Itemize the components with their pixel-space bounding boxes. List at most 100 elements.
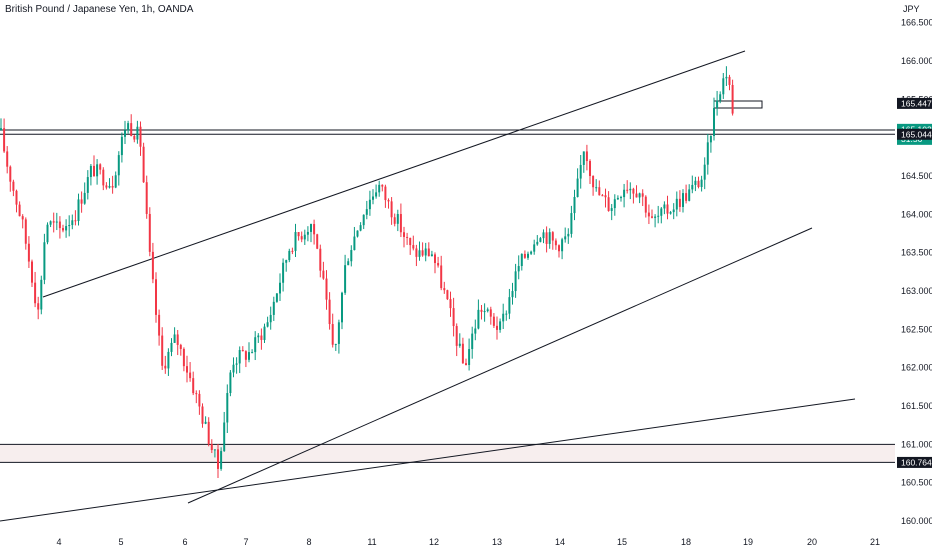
x-tick-label: 8 [306,537,311,547]
candle-body [651,216,653,218]
candle-body [68,225,71,227]
candle-body [709,135,712,143]
candle-body [145,182,148,214]
candle-body [347,261,350,266]
candle-body [130,123,133,137]
candle-body [465,363,467,366]
candle-body [356,230,359,237]
y-tick-label: 166.000 [901,56,932,66]
candle-body [601,195,604,197]
candle-body [638,193,641,198]
upper-channel-line[interactable] [42,50,746,298]
x-tick-label: 5 [118,537,123,547]
candle-body [155,279,157,315]
candle-body [111,186,114,188]
candle-body [471,333,474,350]
x-tick-label: 12 [429,537,439,547]
candle-body [458,343,461,346]
candle-body [455,326,458,346]
candle-body [161,335,164,366]
price-tag [897,128,932,140]
candle-body [502,313,505,322]
candle-body [629,188,632,191]
candle-body [102,169,105,186]
candle-body [570,213,573,234]
candle-body [238,350,241,364]
y-tick-label: 162.500 [901,324,932,334]
candle-body [275,293,278,302]
candle-body [533,244,536,252]
candle-body [80,199,83,204]
candle-body [251,352,254,354]
candle-body [300,236,303,240]
candle-body [480,309,483,312]
candle-body [393,217,396,224]
candle-body [201,406,204,424]
candle-body [607,197,610,211]
candle-body [182,348,185,367]
candle-body [331,324,334,345]
candle-body [254,337,257,353]
candle-body [694,180,697,185]
candle-body [117,155,120,176]
candle-body [46,224,49,243]
candle-body [15,190,18,205]
candle-body [520,253,523,267]
candle-body [99,164,102,170]
y-tick-label: 163.000 [901,286,932,296]
candle-body [353,236,356,251]
candle-body [31,261,33,283]
candle-body [489,309,492,317]
candle-body [644,196,647,213]
candle-body [700,179,703,188]
candle-body [359,225,362,231]
long-trend-line[interactable] [0,398,856,522]
x-tick-label: 20 [807,537,817,547]
x-tick-label: 18 [681,537,691,547]
candle-body [688,189,691,201]
candle-body [403,232,405,237]
candle-body [120,136,123,156]
candle-body [511,291,514,298]
price-tag-label: 165.447 [901,98,932,108]
candle-body [691,184,694,190]
candle-body [350,250,353,262]
candle-body [375,192,378,197]
candle-body [86,177,89,193]
x-tick-label: 7 [243,537,248,547]
candle-body [164,365,167,369]
candle-body [0,128,2,130]
lower-channel-line[interactable] [187,227,813,504]
candle-body [192,378,195,394]
candle-body [582,151,585,165]
candle-body [210,444,213,451]
support-zone [0,444,895,463]
x-tick-label: 6 [182,537,187,547]
candle-body [530,251,533,254]
chart-title: British Pound / Japanese Yen, 1h, OANDA [5,4,194,15]
candle-body [539,238,542,242]
candle-body [678,198,681,207]
candle-body [437,263,440,266]
candle-body [319,248,322,271]
price-range-box[interactable] [713,100,763,109]
y-tick-label: 161.000 [901,439,932,449]
candle-body [344,265,347,293]
candle-body [632,188,635,194]
candle-body [443,288,446,291]
y-tick-label: 162.000 [901,363,932,373]
candle-body [316,234,319,249]
y-tick-label: 160.000 [901,516,932,526]
candle-body [27,243,30,262]
candle-body [378,184,381,193]
candle-body [167,351,170,369]
candle-body [449,299,452,309]
candle-body [635,193,638,198]
candle-body [682,193,684,207]
price-tag [897,456,932,468]
candle-body [666,204,669,214]
candle-body [406,236,409,238]
candle-body [654,216,657,218]
candle-body [127,123,130,131]
